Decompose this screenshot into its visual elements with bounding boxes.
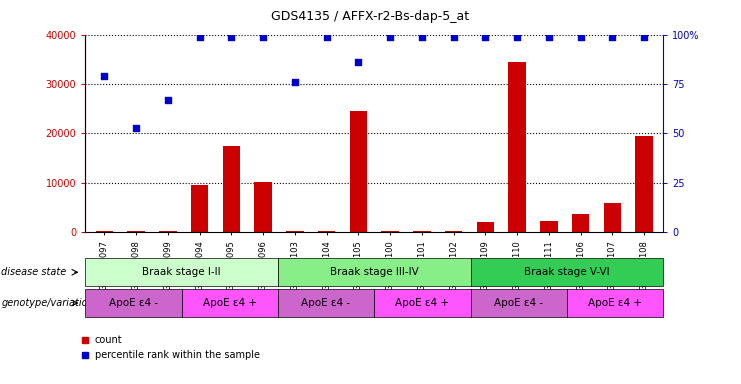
Point — [384, 33, 396, 40]
Bar — [96, 231, 113, 232]
Bar — [286, 231, 304, 232]
Point — [511, 33, 523, 40]
Text: percentile rank within the sample: percentile rank within the sample — [95, 350, 260, 360]
Bar — [572, 214, 589, 232]
Point — [289, 79, 301, 85]
Point — [575, 33, 587, 40]
Text: genotype/variation: genotype/variation — [1, 298, 94, 308]
Bar — [636, 136, 653, 232]
Point — [321, 33, 333, 40]
Text: ApoE ε4 +: ApoE ε4 + — [203, 298, 256, 308]
Bar — [382, 231, 399, 232]
Point — [353, 59, 365, 65]
Bar — [476, 222, 494, 232]
Bar — [318, 231, 335, 232]
Bar — [604, 203, 621, 232]
Point — [162, 97, 173, 103]
Point — [479, 33, 491, 40]
Point — [99, 73, 110, 79]
Point — [225, 33, 237, 40]
Bar — [254, 182, 272, 232]
Bar — [445, 231, 462, 232]
Point — [638, 33, 650, 40]
Text: Braak stage III-IV: Braak stage III-IV — [330, 267, 419, 277]
Text: ApoE ε4 -: ApoE ε4 - — [494, 298, 543, 308]
Bar — [159, 231, 176, 232]
Bar — [413, 231, 431, 232]
Text: ApoE ε4 +: ApoE ε4 + — [588, 298, 642, 308]
Text: ApoE ε4 -: ApoE ε4 - — [302, 298, 350, 308]
Text: disease state: disease state — [1, 267, 67, 277]
Text: GDS4135 / AFFX-r2-Bs-dap-5_at: GDS4135 / AFFX-r2-Bs-dap-5_at — [271, 10, 470, 23]
Point — [448, 33, 459, 40]
Point — [606, 33, 618, 40]
Bar — [191, 185, 208, 232]
Text: Braak stage V-VI: Braak stage V-VI — [524, 267, 610, 277]
Text: Braak stage I-II: Braak stage I-II — [142, 267, 221, 277]
Point — [193, 33, 205, 40]
Bar — [350, 111, 367, 232]
Point — [543, 33, 555, 40]
Text: ApoE ε4 -: ApoE ε4 - — [109, 298, 158, 308]
Bar — [222, 146, 240, 232]
Point — [130, 124, 142, 131]
Bar — [127, 231, 144, 232]
Bar — [508, 62, 526, 232]
Point — [416, 33, 428, 40]
Point — [257, 33, 269, 40]
Bar — [540, 222, 557, 232]
Text: ApoE ε4 +: ApoE ε4 + — [396, 298, 449, 308]
Text: count: count — [95, 335, 122, 345]
